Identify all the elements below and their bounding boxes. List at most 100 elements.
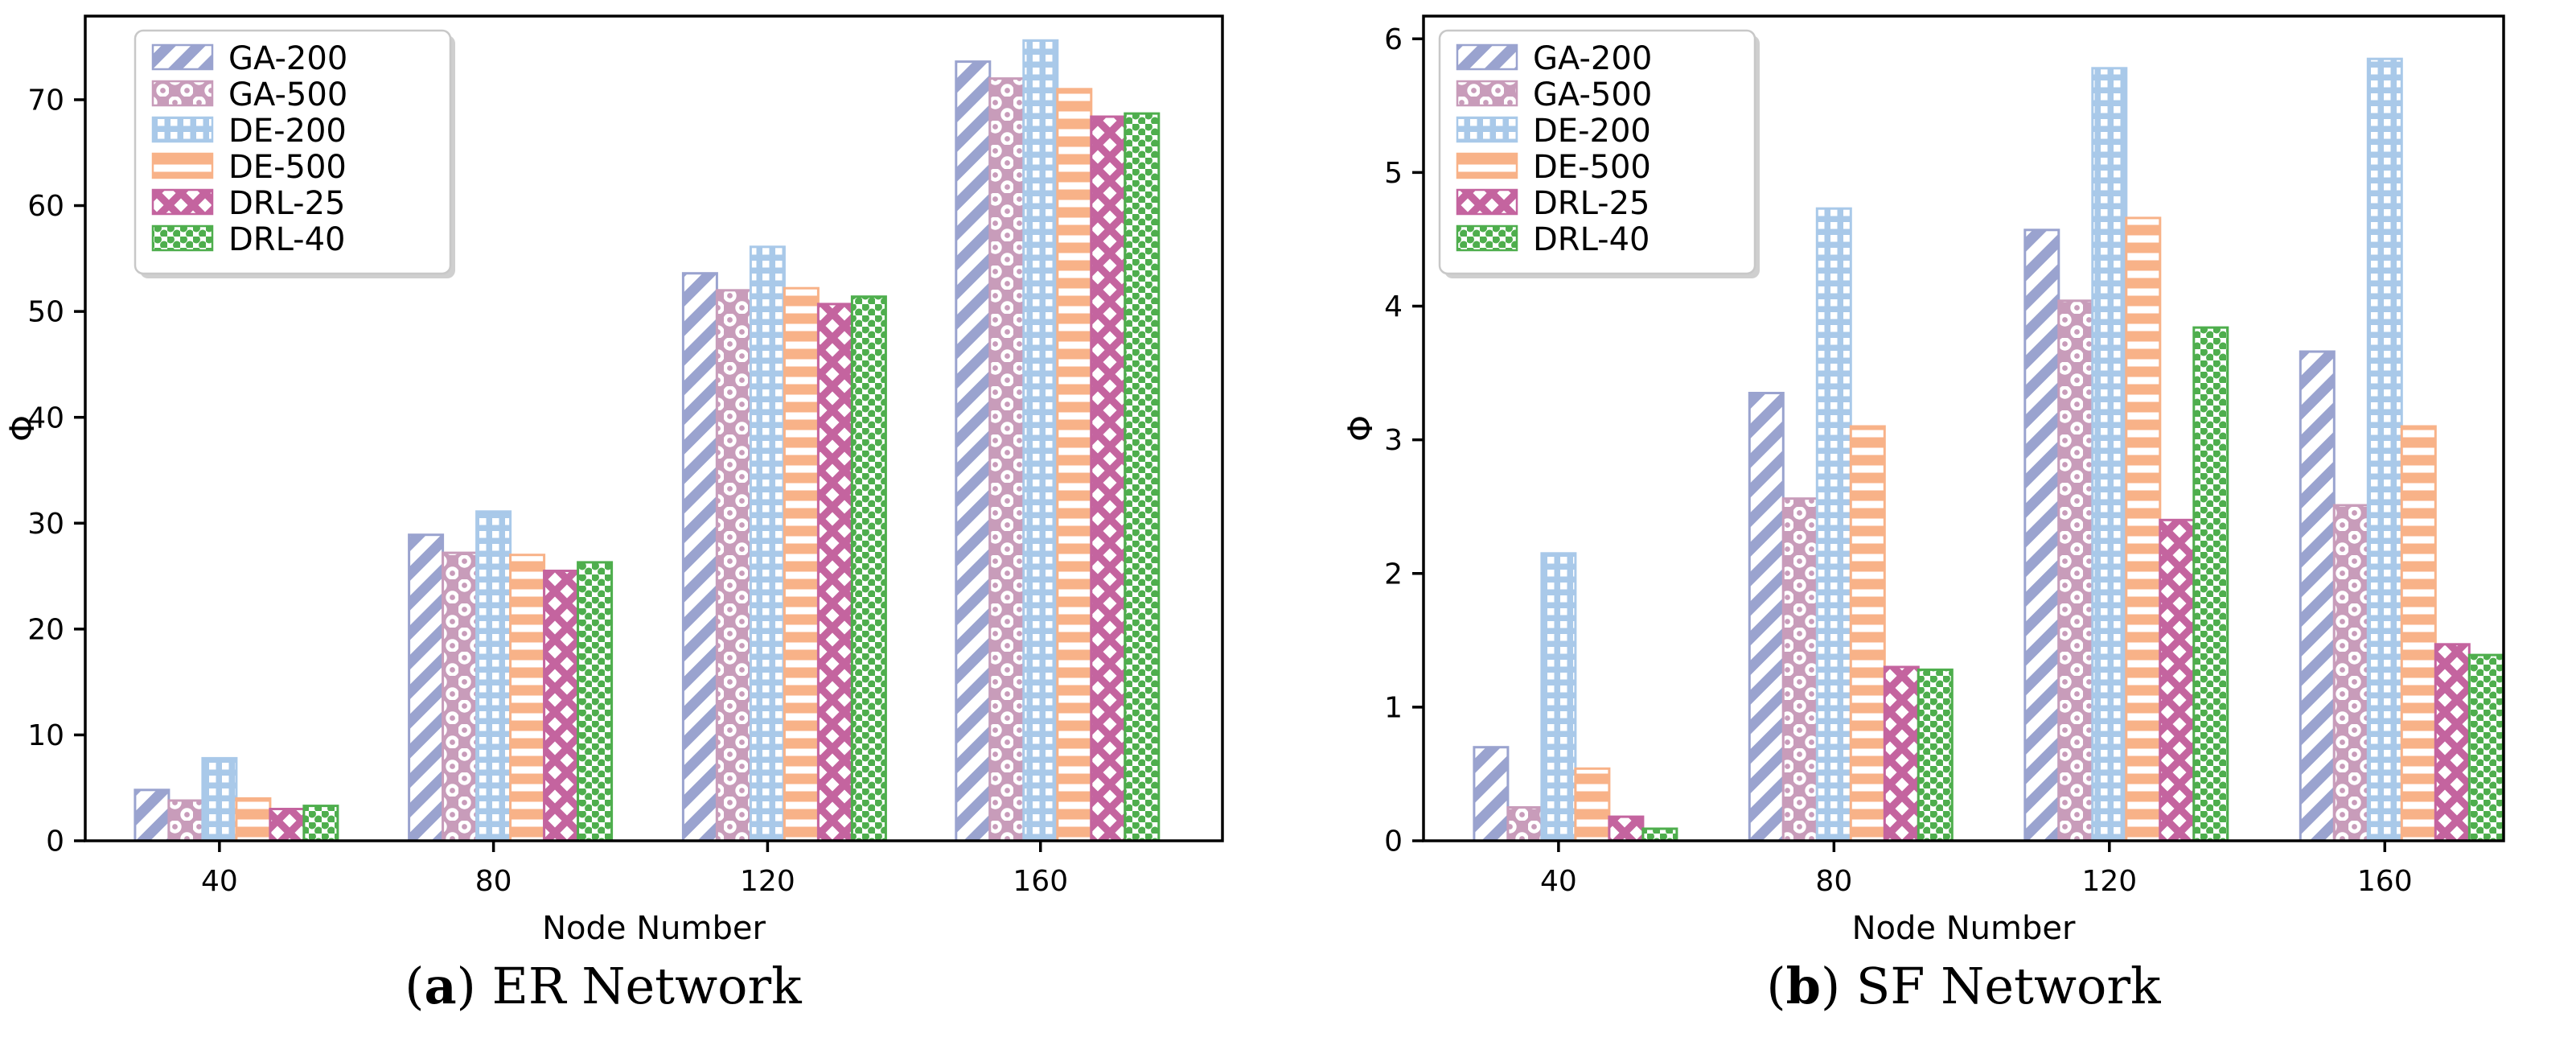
bar-GA-500-120: [2057, 299, 2094, 842]
y-tick-label: 2: [1384, 558, 1403, 591]
x-axis-label: Node Number: [542, 910, 766, 947]
x-tick-label: 40: [201, 865, 238, 898]
caption-b-paren-close: ): [1820, 957, 1841, 1015]
bar-GA-500-80: [1781, 497, 1818, 842]
bar-DE-500-120: [2125, 216, 2162, 842]
legend-box: [1438, 29, 1756, 275]
bar-DRL-25-40: [269, 808, 306, 842]
y-axis-label: Φ: [1341, 415, 1380, 442]
bar-DE-500-160: [1056, 88, 1093, 842]
caption-b-title: SF Network: [1840, 957, 2161, 1015]
bar-DRL-40-40: [1641, 827, 1678, 842]
bar-DRL-25-160: [2434, 643, 2471, 842]
legend-label-DRL-25: DRL-25: [228, 185, 346, 222]
bar-GA-500-80: [442, 551, 479, 842]
er-network-bar-chart: 0 10 20 30 40 50 60 70 40 80 120 160 Node Number Φ GA-…: [2, 14, 1224, 947]
legend-swatch-DRL-25: [151, 188, 214, 216]
bar-DE-200-160: [2366, 57, 2403, 842]
bar-GA-500-160: [988, 77, 1025, 842]
bar-DRL-25-80: [543, 570, 580, 842]
legend-label-DE-500: DE-500: [228, 149, 347, 186]
bar-DE-500-160: [2400, 425, 2437, 842]
legend-swatch-DRL-40: [1456, 224, 1518, 252]
bar-DE-200-40: [201, 756, 238, 842]
legend-swatch-DRL-25: [1456, 188, 1518, 216]
chart-panel-er-network: 0 10 20 30 40 50 60 70 40 80 120 160 Node Number Φ GA-…: [0, 0, 1287, 1054]
legend-swatch-DRL-40: [151, 224, 214, 252]
bar-GA-500-120: [715, 289, 752, 842]
caption-a-title: ER Network: [475, 957, 802, 1015]
bar-DRL-40-160: [1124, 112, 1161, 842]
bar-DE-500-80: [1849, 425, 1886, 842]
caption-a-paren-open: (: [405, 957, 425, 1015]
x-tick-label: 160: [2357, 865, 2413, 898]
bar-DE-500-40: [1574, 767, 1611, 842]
bar-GA-200-80: [1748, 392, 1785, 842]
bar-GA-200-120: [681, 272, 718, 842]
x-tick-label: 160: [1013, 865, 1068, 898]
bar-DE-500-120: [783, 286, 820, 842]
chart-panel-sf-network: 0 1 2 3 4 5 6 40 80 120 160 Node Number Φ GA-200 GA-50…: [1287, 0, 2576, 1054]
bar-DE-200-80: [1815, 207, 1852, 842]
legend-swatch-GA-200: [151, 43, 214, 71]
y-tick-label: 5: [1384, 157, 1403, 190]
y-tick-label: 4: [1384, 290, 1403, 323]
bar-DE-500-40: [235, 797, 272, 842]
legend-swatch-DE-200: [151, 116, 214, 143]
bar-DE-200-160: [1022, 39, 1059, 842]
bar-DRL-40-40: [302, 805, 339, 842]
bar-DRL-40-80: [1917, 668, 1954, 842]
y-axis-label: Φ: [2, 415, 42, 442]
bar-GA-200-40: [134, 788, 171, 842]
bar-DE-200-120: [749, 245, 786, 842]
bar-GA-200-80: [408, 533, 445, 842]
caption-b-letter: b: [1785, 957, 1821, 1015]
legend-label-DE-200: DE-200: [1533, 113, 1651, 150]
legend-swatch-GA-200: [1456, 43, 1518, 71]
legend-box: [134, 29, 452, 275]
legend-label-DE-500: DE-500: [1533, 149, 1651, 186]
legend-label-GA-200: GA-200: [1533, 40, 1652, 77]
bar-DRL-25-40: [1608, 815, 1645, 842]
y-tick-label: 6: [1384, 23, 1403, 56]
y-tick-label: 3: [1384, 424, 1403, 457]
bar-DRL-40-160: [2467, 653, 2504, 842]
legend-swatch-DE-500: [151, 152, 214, 179]
bar-DE-200-80: [475, 510, 512, 842]
y-tick-label: 0: [46, 825, 64, 858]
y-tick-label: 10: [27, 719, 64, 752]
y-tick-label: 70: [27, 84, 64, 117]
bar-DRL-40-120: [850, 295, 887, 842]
caption-a-paren-close: ): [456, 957, 476, 1015]
y-tick-label: 30: [27, 508, 64, 541]
bar-DE-200-120: [2091, 67, 2128, 842]
bar-GA-200-160: [2299, 350, 2336, 842]
bar-DRL-25-120: [2159, 518, 2196, 842]
legend-label-GA-200: GA-200: [228, 40, 347, 77]
bar-DRL-40-120: [2192, 326, 2229, 842]
bar-DE-200-40: [1540, 552, 1577, 842]
legend-swatch-DE-200: [1456, 116, 1518, 143]
legend-label-GA-500: GA-500: [1533, 76, 1652, 113]
caption-a-letter: a: [424, 957, 457, 1015]
axes-box: [84, 14, 1224, 842]
y-tick-label: 1: [1384, 691, 1403, 724]
legend-label-DE-200: DE-200: [228, 113, 347, 150]
sf-network-bar-chart: 0 1 2 3 4 5 6 40 80 120 160 Node Number Φ GA-200GA-50…: [1341, 14, 2505, 947]
legend-swatch-GA-500: [1456, 80, 1518, 107]
legend-label-DRL-40: DRL-40: [228, 221, 346, 258]
caption-a: (a) ER Network: [0, 957, 1206, 1015]
legend-label-GA-500: GA-500: [228, 76, 347, 113]
y-tick-label: 0: [1384, 825, 1403, 858]
legend-swatch-GA-500: [151, 80, 214, 107]
bar-DRL-25-160: [1090, 115, 1127, 842]
legend-swatch-DE-500: [1456, 152, 1518, 179]
caption-b-paren-open: (: [1766, 957, 1786, 1015]
x-axis-label: Node Number: [1852, 910, 2076, 947]
x-tick-label: 120: [2081, 865, 2137, 898]
caption-b: (b) SF Network: [1319, 957, 2576, 1015]
bar-GA-200-160: [955, 60, 992, 842]
x-tick-label: 80: [475, 865, 512, 898]
y-tick-label: 20: [27, 613, 64, 646]
